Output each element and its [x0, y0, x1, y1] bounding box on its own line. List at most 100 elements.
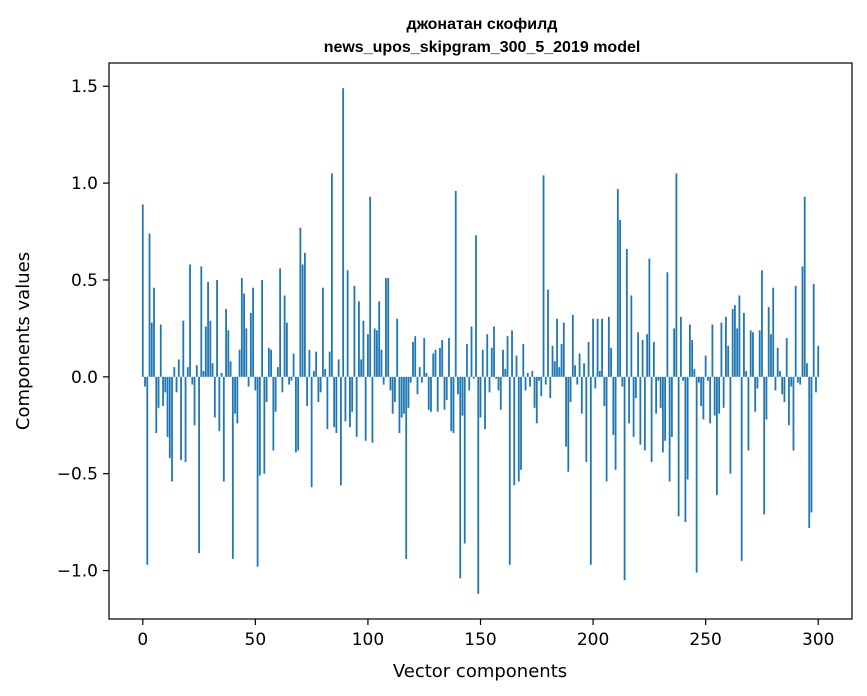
bar — [272, 376, 275, 451]
bar — [765, 376, 768, 420]
bar — [792, 376, 795, 451]
bar — [810, 376, 813, 513]
bar — [643, 376, 646, 451]
bar — [632, 376, 635, 437]
bar — [279, 268, 282, 377]
bar — [238, 349, 241, 377]
bar — [526, 372, 529, 377]
bar — [285, 322, 288, 377]
bar — [407, 376, 410, 408]
y-tick-label: −0.5 — [57, 465, 98, 485]
bar — [427, 376, 430, 410]
bar — [569, 376, 572, 403]
bar — [421, 376, 423, 383]
bar — [353, 285, 356, 377]
bar — [337, 359, 340, 377]
bar — [655, 376, 658, 414]
bar — [763, 376, 766, 515]
bar — [779, 371, 781, 377]
bar — [567, 376, 570, 472]
bar — [601, 318, 603, 377]
bar — [630, 295, 633, 377]
bar — [515, 355, 518, 377]
bar — [396, 318, 399, 377]
bar — [776, 347, 779, 377]
bar — [229, 361, 232, 377]
bar — [673, 328, 676, 377]
bar — [797, 376, 799, 383]
bar — [718, 376, 721, 414]
bar — [799, 376, 802, 385]
bar — [324, 369, 327, 377]
bar — [416, 376, 419, 395]
bar — [734, 305, 736, 377]
bar — [538, 376, 540, 381]
bar — [265, 376, 268, 403]
bar — [747, 376, 750, 451]
bar — [358, 301, 360, 377]
bar — [184, 376, 187, 463]
bar — [443, 376, 446, 410]
bar — [767, 307, 770, 377]
bar — [788, 376, 790, 426]
chart-title: джонатан скофилд — [407, 16, 558, 33]
bar — [409, 376, 412, 383]
bar — [211, 363, 214, 377]
bar — [281, 376, 284, 393]
bar — [637, 332, 640, 377]
bar — [659, 376, 662, 408]
y-tick-label: 0.0 — [71, 368, 98, 388]
bar — [571, 314, 574, 377]
bar — [263, 376, 266, 474]
bar — [551, 345, 554, 377]
bar — [195, 365, 198, 377]
bar — [598, 371, 601, 377]
chart-subtitle: news_upos_skipgram_300_5_2019 model — [324, 39, 641, 56]
bar — [362, 320, 365, 377]
y-axis: −1.0 −0.5 0.0 0.5 1.0 1.5 — [57, 77, 109, 582]
bar — [650, 376, 653, 463]
bar — [603, 376, 606, 406]
bar — [258, 376, 261, 476]
bar — [740, 376, 743, 561]
bar — [164, 376, 167, 393]
bar — [517, 376, 520, 482]
bar — [652, 341, 655, 377]
bar — [808, 376, 811, 528]
bar — [486, 334, 489, 377]
bar — [549, 376, 552, 399]
x-tick-label: 100 — [352, 630, 384, 650]
bar — [457, 376, 459, 395]
bar — [299, 227, 302, 377]
bar — [605, 376, 608, 482]
x-tick-label: 200 — [577, 630, 609, 650]
bar — [385, 278, 387, 377]
bar — [749, 330, 752, 377]
y-axis-label: Components values — [13, 252, 34, 430]
bar — [720, 322, 723, 377]
bar — [520, 376, 522, 470]
bar — [758, 330, 761, 377]
bar — [288, 376, 291, 385]
bar — [621, 376, 624, 387]
bar — [450, 376, 453, 432]
bar — [175, 376, 178, 393]
bar — [308, 349, 311, 377]
bar — [729, 376, 732, 474]
bar — [256, 376, 259, 567]
bar — [189, 264, 191, 377]
bar — [504, 369, 507, 377]
bar — [439, 347, 441, 377]
bar — [369, 196, 372, 377]
bar — [619, 219, 621, 377]
bar — [418, 367, 421, 377]
bar — [283, 295, 286, 377]
bar — [513, 376, 516, 486]
bar — [812, 283, 815, 377]
bar — [803, 196, 806, 377]
bar — [670, 376, 673, 437]
bar — [216, 279, 218, 377]
bar — [693, 369, 696, 377]
bar — [565, 376, 567, 447]
